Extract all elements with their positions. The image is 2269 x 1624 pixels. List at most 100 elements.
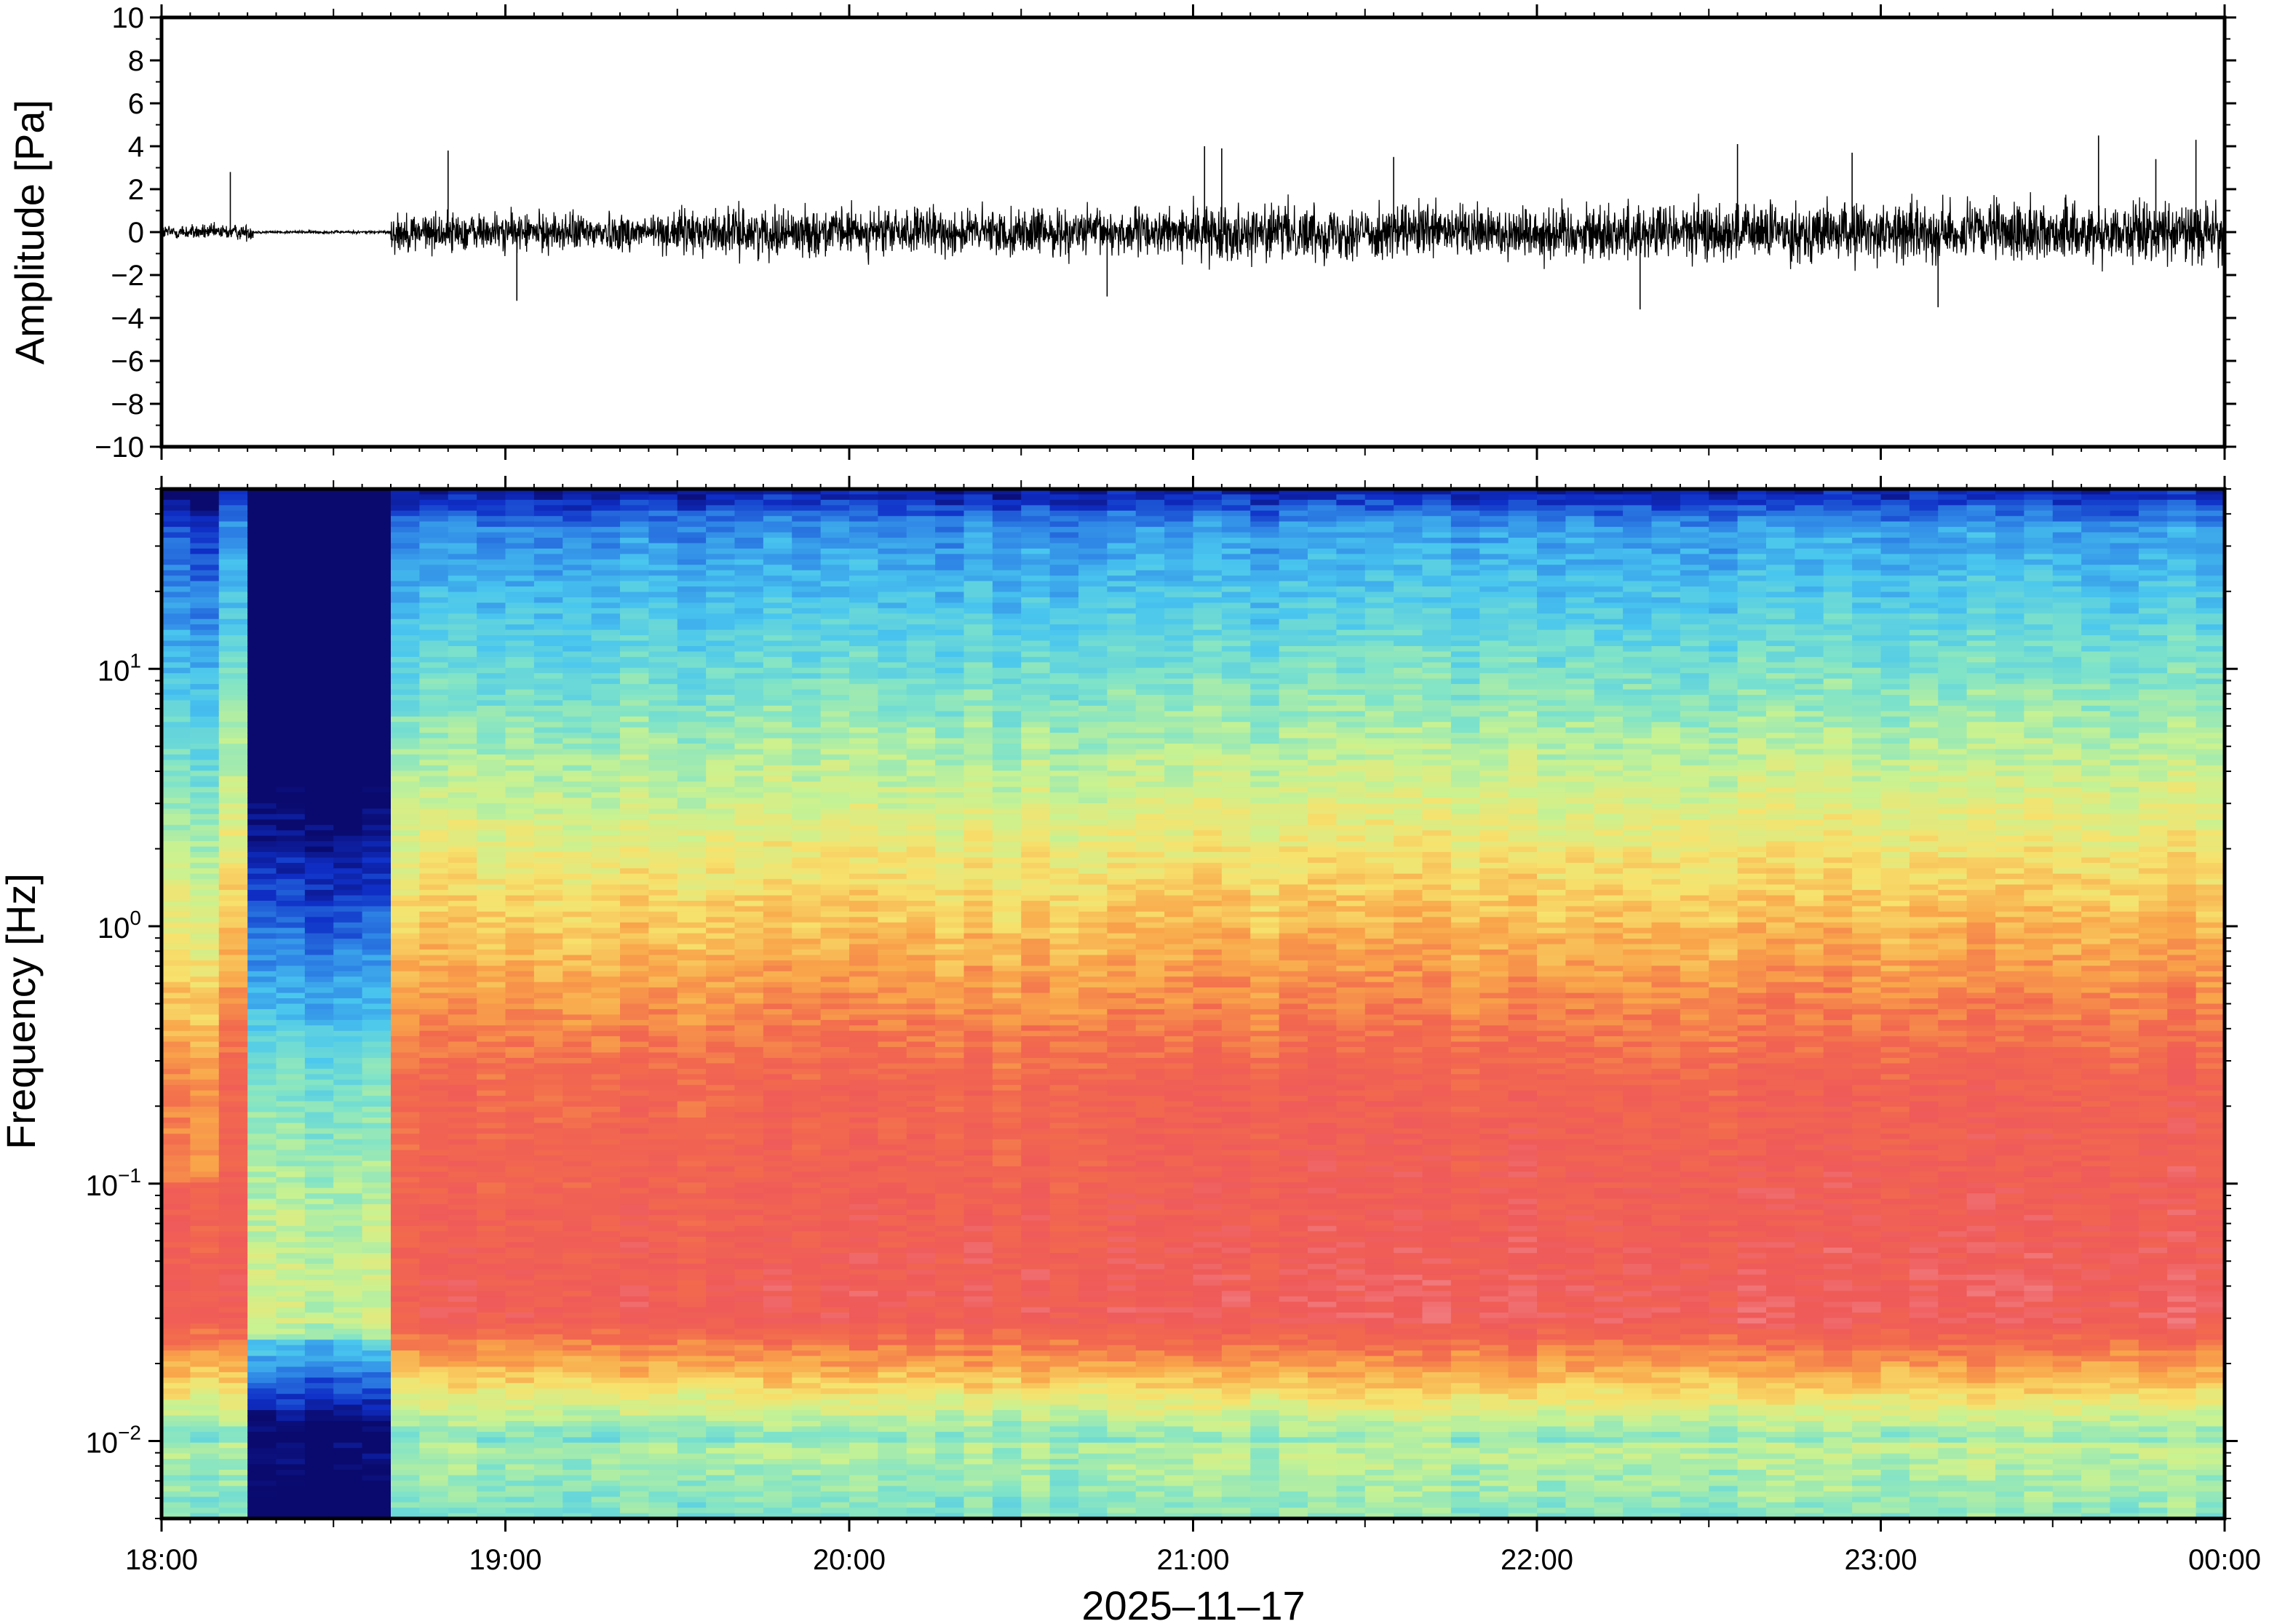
spectrogram-cell (477, 1491, 506, 1498)
spectrogram-cell (391, 1101, 421, 1107)
spectrogram-cell (563, 1085, 592, 1091)
spectrogram-cell (190, 1177, 220, 1184)
spectrogram-cell (190, 548, 220, 555)
spectrogram-cell (505, 700, 535, 706)
spectrogram-cell (677, 824, 707, 831)
spectrogram-cell (448, 1117, 477, 1124)
spectrogram-cell (190, 1345, 220, 1351)
spectrogram-cell (247, 987, 277, 994)
spectrogram-cell (304, 1112, 335, 1118)
spectrogram-cell (218, 635, 248, 642)
spectrogram-cell (505, 765, 535, 772)
spectrogram-cell (505, 1388, 535, 1395)
spectrogram-cell (362, 917, 392, 923)
spectrogram-cell (734, 1291, 764, 1297)
spectrogram-cell (563, 1302, 592, 1308)
spectrogram-cell (477, 1074, 506, 1080)
spectrogram-cell (362, 1030, 392, 1037)
spectrogram-cell (218, 851, 248, 859)
spectrogram-cell (304, 1459, 335, 1465)
spectrogram-cell (505, 662, 535, 669)
spectrogram-cell (190, 1209, 220, 1216)
spectrogram-cell (563, 667, 592, 674)
spectrogram-cell (734, 787, 764, 793)
spectrogram-cell (505, 760, 535, 766)
spectrogram-cell (304, 1079, 335, 1086)
spectrogram-cell (505, 645, 535, 653)
spectrogram-cell (218, 976, 248, 983)
spectrogram-cell (276, 689, 306, 696)
spectrogram-cell (391, 494, 421, 501)
spectrogram-cell (448, 1036, 477, 1043)
spectrogram-cell (706, 1302, 736, 1308)
spectrogram-cell (276, 776, 306, 782)
spectrogram-cell (763, 1025, 793, 1032)
spectrogram-cell (333, 716, 363, 723)
spectrogram-cell (190, 851, 220, 859)
spectrogram-cell (304, 695, 335, 701)
spectrogram-cell (448, 857, 477, 864)
spectrogram-cell (849, 846, 879, 853)
spectrogram-cell (620, 1134, 650, 1140)
spectrogram-cell (706, 851, 736, 859)
spectrogram-cell (505, 640, 535, 647)
spectrogram-cell (563, 1209, 592, 1216)
spectrogram-cell (620, 933, 650, 939)
spectrogram-cell (247, 955, 277, 961)
spectrogram-cell (190, 1041, 220, 1048)
spectrogram-cell (276, 1139, 306, 1145)
spectrogram-cell (247, 543, 277, 549)
spectrogram-cell (276, 771, 306, 777)
spectrogram-cell (792, 678, 822, 685)
spectrogram-cell (677, 1285, 707, 1292)
spectrogram-cell (734, 613, 764, 620)
spectrogram-cell (419, 1307, 449, 1313)
spectrogram-cell (505, 527, 535, 533)
spectrogram-cell (333, 1274, 363, 1281)
spectrogram-cell (505, 1171, 535, 1178)
spectrogram-cell (792, 1134, 822, 1140)
spectrogram-cell (563, 1431, 592, 1438)
spectrogram-cell (505, 1302, 535, 1308)
spectrogram-cell (391, 1242, 421, 1249)
spectrogram-cell (218, 830, 248, 837)
spectrogram-cell (419, 792, 449, 799)
spectrogram-cell (820, 527, 850, 533)
spectrogram-cell (591, 1155, 621, 1162)
spectrogram-cell (820, 895, 850, 901)
spectrogram-cell (734, 1198, 764, 1205)
spectrogram-cell (190, 781, 220, 788)
spectrogram-cell (763, 1469, 793, 1476)
spectrogram-cell (505, 960, 535, 967)
spectrogram-cell (849, 1372, 879, 1379)
spectrogram-cell (505, 548, 535, 555)
spectrogram-cell (706, 1486, 736, 1492)
spectrogram-cell (734, 576, 764, 582)
spectrogram-cell (391, 760, 421, 766)
spectrogram-cell (190, 1475, 220, 1481)
spectrogram-cell (304, 678, 335, 685)
spectrogram-cell (162, 1377, 191, 1384)
spectrogram-cell (276, 645, 306, 653)
spectrogram-cell (533, 597, 564, 604)
spectrogram-cell (333, 1041, 363, 1048)
spectrogram-cell (878, 516, 907, 522)
spectrogram-cell (620, 581, 650, 587)
spectrogram-cell (333, 1399, 363, 1406)
spectrogram-cell (162, 792, 191, 799)
spectrogram-cell (620, 879, 650, 885)
spectrogram-cell (706, 608, 736, 615)
spectrogram-cell (162, 689, 191, 696)
spectrogram-cell (563, 1475, 592, 1481)
spectrogram-cell (218, 1193, 248, 1200)
spectrogram-cell (533, 1323, 564, 1330)
spectrogram-cell (218, 1291, 248, 1297)
spectrogram-cell (677, 765, 707, 772)
spectrogram-cell (820, 576, 850, 582)
spectrogram-cell (620, 673, 650, 680)
spectrogram-cell (304, 1345, 335, 1351)
spectrogram-cell (477, 1469, 506, 1476)
spectrogram-cell (304, 922, 335, 929)
spectrogram-cell (190, 955, 220, 961)
spectrogram-cell (734, 835, 764, 842)
